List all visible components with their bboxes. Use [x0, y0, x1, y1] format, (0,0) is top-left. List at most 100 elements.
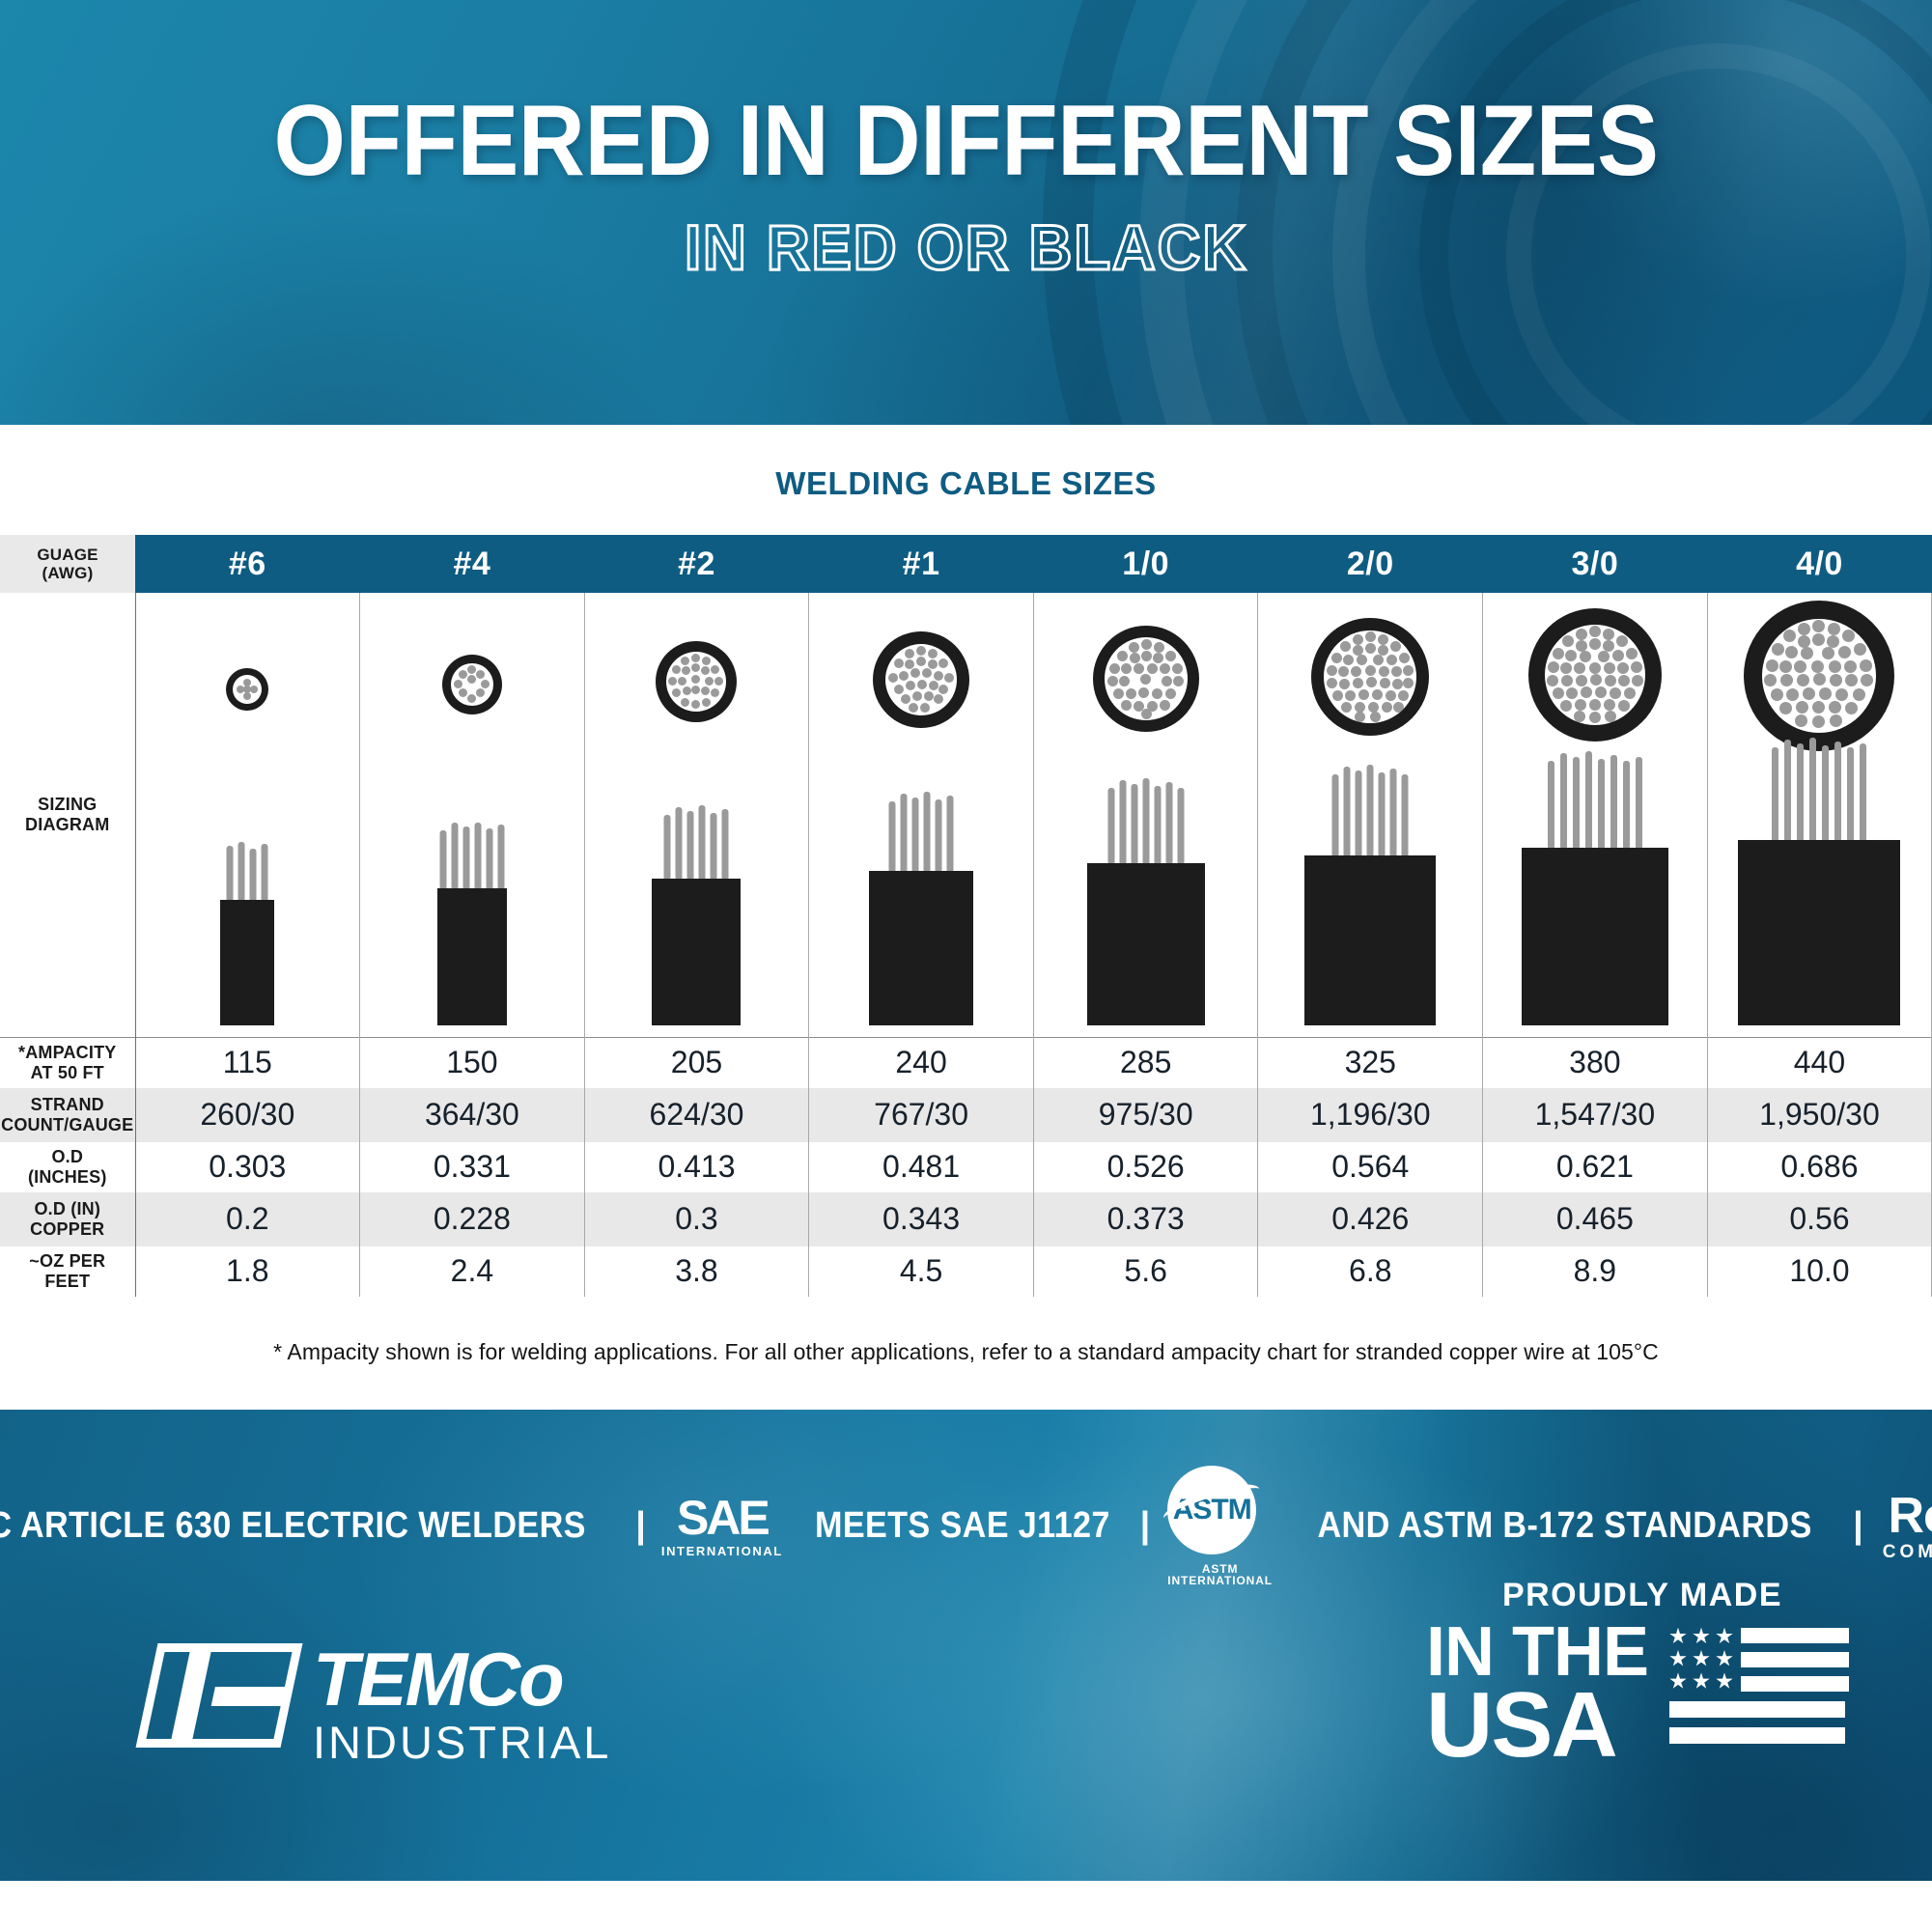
cell-strand-4-0: 1,950/30 [1706, 1087, 1932, 1142]
cable-cross-section-icon [1092, 626, 1199, 732]
table-row-od-copper: O.D (IN) COPPER 0.2 0.228 0.3 0.343 0.37… [0, 1191, 1932, 1246]
cell-ampacity-1: 240 [808, 1037, 1034, 1088]
diagram-cell-2 [583, 593, 810, 1038]
table-row-ampacity: *AMPACITY AT 50 FT 115 150 205 240 285 3… [0, 1037, 1932, 1088]
cell-od-6: 0.303 [134, 1141, 361, 1192]
cell-strand-1-0: 975/30 [1032, 1087, 1259, 1142]
cell-oz-4: 2.4 [359, 1246, 585, 1297]
column-header-4-0: 4/0 [1707, 535, 1932, 593]
temco-brand-name: TEMCo [313, 1636, 565, 1722]
cable-cross-section-icon [441, 655, 502, 714]
cable-core [666, 652, 727, 712]
row-label-oz-per-feet: ~OZ PER FEET [0, 1246, 136, 1297]
diagram-cell-1 [808, 593, 1034, 1038]
ampacity-footnote: * Ampacity shown is for welding applicat… [273, 1338, 1659, 1364]
column-header-2-0: 2/0 [1257, 535, 1483, 593]
cable-cross-section-icon [1527, 608, 1662, 742]
cell-strand-4: 364/30 [359, 1087, 585, 1142]
table-row-oz-per-feet: ~OZ PER FEET 1.8 2.4 3.8 4.5 5.6 6.8 8.9… [0, 1246, 1932, 1297]
cell-strand-1: 767/30 [808, 1087, 1034, 1142]
row-label-sizing-diagram: SIZING DIAGRAM [0, 593, 136, 1038]
cable-jacket-body [652, 879, 742, 1025]
cable-jacket-body [436, 888, 507, 1025]
row-label-strand-count: STRAND COUNT/GAUGE [0, 1087, 136, 1142]
diagram-cell-4 [359, 593, 585, 1038]
hero-title: OFFERED IN DIFFERENT SIZES [273, 85, 1659, 197]
cell-od-4-0: 0.686 [1706, 1141, 1932, 1192]
cell-ampacity-6: 115 [134, 1037, 361, 1088]
diagram-cell-1-0 [1032, 593, 1259, 1038]
row-label-line2: COPPER [30, 1218, 105, 1239]
usa-words: IN THE USA [1425, 1612, 1649, 1778]
cell-od-1: 0.481 [808, 1141, 1034, 1192]
sae-sub-text: INTERNATIONAL [660, 1544, 783, 1558]
cable-cross-section-icon [226, 668, 269, 711]
cable-jacket-body [1738, 840, 1901, 1025]
cell-ampacity-2-0: 325 [1257, 1037, 1484, 1088]
cell-oz-2-0: 6.8 [1257, 1246, 1484, 1297]
row-label-line1: STRAND [30, 1094, 104, 1114]
te-monogram-icon [135, 1642, 303, 1748]
rohs-sub-text: COMPLIANT [1882, 1541, 1932, 1562]
temco-logo: TEMCo INDUSTRIAL [135, 1636, 611, 1766]
sizing-label-line1: SIZING [38, 795, 98, 815]
cert-astm-text: AND ASTM B-172 STANDARDS [1317, 1504, 1812, 1546]
cell-oz-4-0: 10.0 [1706, 1246, 1932, 1297]
usa-line-1: IN THE [1425, 1612, 1649, 1691]
temco-wordmark: TEMCo INDUSTRIAL [313, 1636, 611, 1766]
diagram-cell-6 [134, 593, 361, 1038]
cert-divider-2: | [1139, 1504, 1151, 1546]
cable-core [1544, 625, 1645, 725]
cable-strand-leads [1547, 751, 1642, 850]
cell-odcu-4-0: 0.56 [1706, 1191, 1932, 1246]
usa-flag-icon [1669, 1627, 1849, 1744]
cable-jacket-body [1521, 848, 1668, 1025]
cable-strand-leads [663, 805, 729, 881]
row-label-line1: O.D [51, 1146, 84, 1166]
header-corner-label: GUAGE (AWG) [0, 535, 135, 593]
cell-od-2-0: 0.564 [1257, 1141, 1484, 1192]
row-label-od-copper: O.D (IN) COPPER [0, 1191, 136, 1246]
column-header-1-0: 1/0 [1033, 535, 1258, 593]
certification-bar: NEC ARTICLE 630 ELECTRIC WELDERS | SAE I… [0, 1465, 1932, 1586]
usa-proudly-made-text: PROUDLY MADE [1501, 1576, 1783, 1613]
cell-oz-3-0: 8.9 [1482, 1246, 1708, 1297]
cable-cross-section-icon [1744, 601, 1895, 751]
hero-background [0, 0, 1932, 425]
cell-od-1-0: 0.526 [1032, 1141, 1259, 1192]
usa-line-2: USA [1425, 1673, 1618, 1778]
made-in-usa-badge: PROUDLY MADE IN THE USA [1425, 1576, 1849, 1778]
welding-cable-sizes-table: GUAGE (AWG) #6 #4 #2 #1 1/0 2/0 3/0 4/0 … [0, 535, 1932, 1297]
cert-nec-text: NEC ARTICLE 630 ELECTRIC WELDERS [0, 1504, 587, 1546]
cable-strand-leads [1772, 738, 1867, 842]
cell-ampacity-4-0: 440 [1706, 1037, 1932, 1088]
cell-odcu-2: 0.3 [583, 1191, 810, 1246]
diagram-cell-2-0 [1257, 593, 1484, 1038]
cable-core [1324, 630, 1417, 723]
footer-sheen [0, 1409, 1932, 1881]
cable-jacket-body [1086, 863, 1205, 1025]
cell-oz-1-0: 5.6 [1032, 1246, 1259, 1297]
column-header-2: #2 [584, 535, 809, 593]
cell-odcu-2-0: 0.426 [1257, 1191, 1484, 1246]
cell-strand-6: 260/30 [134, 1087, 361, 1142]
footer-background [0, 1409, 1932, 1881]
row-label-line1: *AMPACITY [18, 1043, 117, 1063]
cell-oz-1: 4.5 [808, 1246, 1034, 1297]
cert-sae-text: MEETS SAE J1127 [814, 1504, 1110, 1546]
cell-odcu-4: 0.228 [359, 1191, 585, 1246]
row-label-ampacity: *AMPACITY AT 50 FT [0, 1037, 136, 1088]
cell-strand-2-0: 1,196/30 [1257, 1087, 1484, 1142]
row-label-line2: COUNT/GAUGE [1, 1114, 134, 1134]
cable-cross-section-icon [873, 631, 970, 728]
cell-oz-2: 3.8 [583, 1246, 810, 1297]
hero-banner: OFFERED IN DIFFERENT SIZES IN RED OR BLA… [0, 0, 1932, 425]
cable-strand-leads [226, 842, 268, 902]
cable-core [1104, 637, 1188, 720]
cable-cross-section-icon [1311, 618, 1430, 736]
footer-banner: NEC ARTICLE 630 ELECTRIC WELDERS | SAE I… [0, 1409, 1932, 1881]
table-row-od-inches: O.D (INCHES) 0.303 0.331 0.413 0.481 0.5… [0, 1141, 1932, 1192]
cell-od-4: 0.331 [359, 1141, 585, 1192]
corner-label-line2: (AWG) [42, 564, 94, 582]
table-row-strand-count: STRAND COUNT/GAUGE 260/30 364/30 624/30 … [0, 1087, 1932, 1142]
